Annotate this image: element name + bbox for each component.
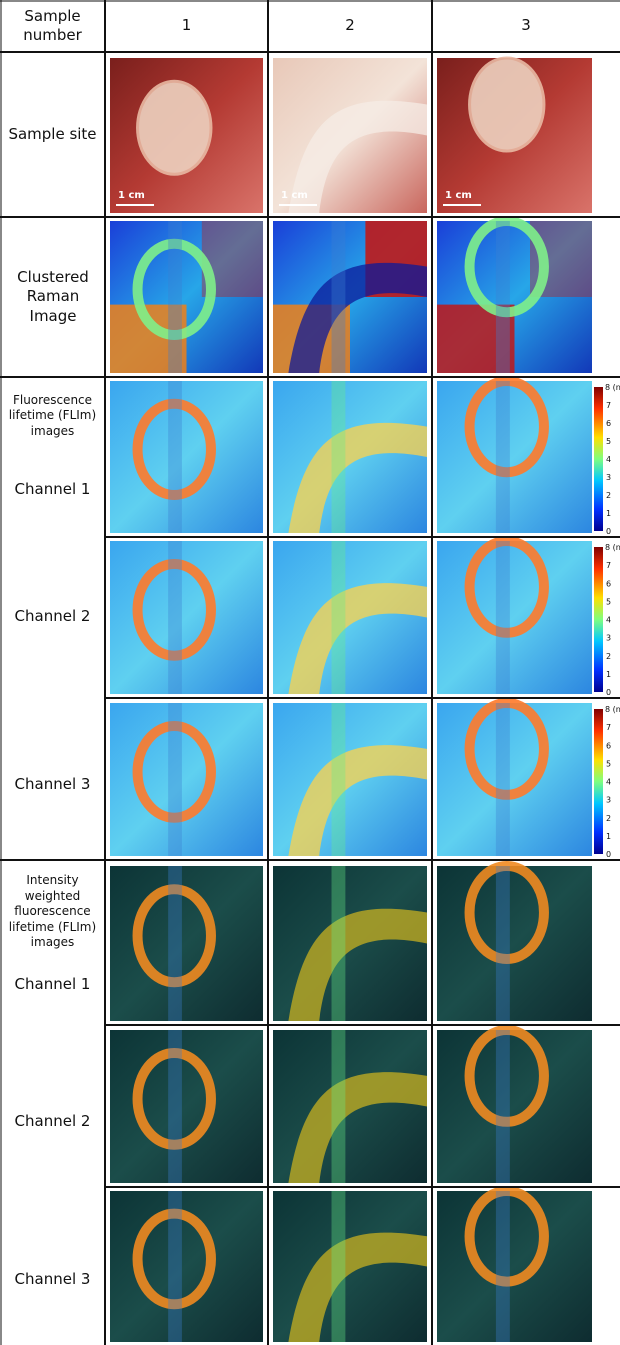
colorbar-tick-label: 2 — [606, 814, 611, 823]
image-panel — [437, 1030, 592, 1183]
colorbar-tick-label: 7 — [606, 561, 611, 570]
colorbar-top-label: 8 (n — [605, 705, 620, 714]
colorbar-tick-label: 6 — [606, 741, 611, 750]
image-stripe — [332, 221, 346, 373]
colorbar-tick-label: 0 — [606, 688, 611, 697]
colorbar-tick-label: 1 — [606, 670, 611, 679]
image-stripe — [332, 541, 346, 694]
image-stripe — [332, 381, 346, 533]
scale-bar-label: 1 cm — [281, 190, 308, 201]
channel-label: Channel 1 — [0, 965, 105, 1005]
image-stripe — [168, 381, 182, 533]
image-stripe — [332, 866, 346, 1021]
image-panel — [437, 866, 592, 1021]
sample-number: 3 — [432, 0, 620, 52]
scale-bar-label: 1 cm — [445, 190, 472, 201]
colorbar-tick-label: 4 — [606, 455, 611, 464]
image-stripe — [168, 703, 182, 856]
colorbar-tick-label: 6 — [606, 419, 611, 428]
section-label: Fluorescence lifetime (FLIm) images — [2, 380, 103, 452]
image-panel — [437, 541, 592, 694]
colorbar-tick-label: 5 — [606, 437, 611, 446]
image-stripe — [496, 541, 510, 694]
colorbar-tick-label: 2 — [606, 491, 611, 500]
colorbar-tick-label: 4 — [606, 616, 611, 625]
channel-label: Channel 2 — [0, 1102, 105, 1142]
figure: 1 cm1 cm1 cm012345678 (n012345678 (n0123… — [0, 0, 620, 1345]
image-panel — [437, 381, 592, 533]
channel-label: Channel 3 — [0, 1260, 105, 1300]
colorbar-tick-label: 1 — [606, 832, 611, 841]
image-stripe — [168, 1030, 182, 1183]
colorbar-tick-label: 3 — [606, 473, 611, 482]
colorbar-tick-label: 7 — [606, 401, 611, 410]
colorbar-tick-label: 5 — [606, 759, 611, 768]
image-panel — [437, 703, 592, 856]
colorbar-top-label: 8 (n — [605, 383, 620, 392]
colorbar-top-label: 8 (n — [605, 543, 620, 552]
channel-label: Channel 1 — [0, 470, 105, 510]
image-panel — [437, 1191, 592, 1342]
image-stripe — [168, 541, 182, 694]
header-label: Sample number — [0, 0, 105, 52]
image-stripe — [496, 1191, 510, 1342]
channel-label: Channel 2 — [0, 597, 105, 637]
image-stripe — [168, 866, 182, 1021]
image-stripe — [496, 221, 510, 373]
image-stripe — [168, 221, 182, 373]
image-ring — [138, 81, 211, 174]
image-stripe — [168, 1191, 182, 1342]
colorbar-tick-label: 3 — [606, 796, 611, 805]
colorbar — [594, 547, 603, 692]
sample-number: 2 — [268, 0, 432, 52]
row-label: Clustered Raman Image — [18, 217, 88, 377]
section-label: Intensity weighted fluorescence lifetime… — [2, 866, 103, 958]
colorbar-tick-label: 3 — [606, 634, 611, 643]
colorbar-tick-label: 5 — [606, 597, 611, 606]
colorbar — [594, 387, 603, 531]
colorbar-tick-label: 2 — [606, 652, 611, 661]
colorbar-tick-label: 0 — [606, 850, 611, 859]
scale-bar-label: 1 cm — [118, 190, 145, 201]
colorbar-tick-label: 0 — [606, 527, 611, 536]
image-stripe — [332, 703, 346, 856]
colorbar-tick-label: 6 — [606, 579, 611, 588]
image-stripe — [496, 866, 510, 1021]
colorbar-tick-label: 1 — [606, 509, 611, 518]
image-stripe — [496, 381, 510, 533]
sample-number: 1 — [105, 0, 268, 52]
row-label: Sample site — [5, 52, 100, 217]
image-ring — [470, 58, 544, 151]
colorbar-tick-label: 7 — [606, 723, 611, 732]
channel-label: Channel 3 — [0, 765, 105, 805]
colorbar-tick-label: 4 — [606, 778, 611, 787]
image-stripe — [496, 1030, 510, 1183]
colorbar — [594, 709, 603, 854]
image-stripe — [496, 703, 510, 856]
image-stripe — [332, 1030, 346, 1183]
image-stripe — [332, 1191, 346, 1342]
